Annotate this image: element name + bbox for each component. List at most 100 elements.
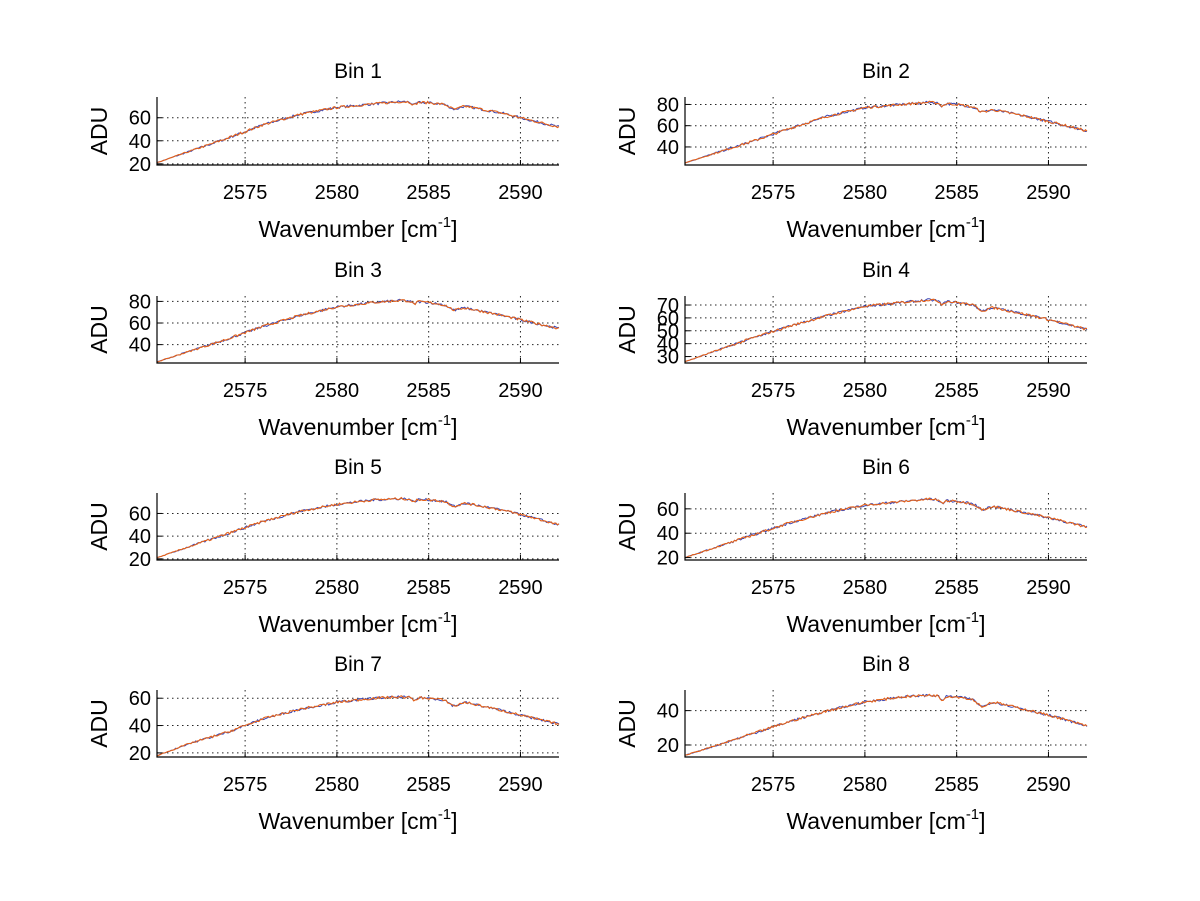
y-tick-label: 40 <box>657 523 679 545</box>
subplot-title: Bin 2 <box>862 60 910 83</box>
y-tick-label: 60 <box>129 688 151 710</box>
series-line-orange <box>156 299 560 363</box>
x-tick-label: 2590 <box>498 774 543 796</box>
y-tick-label: 80 <box>657 94 679 116</box>
x-axis-label: Wavenumber [cm-1] <box>258 806 457 834</box>
y-tick-label: 40 <box>657 334 679 356</box>
y-tick-label: 20 <box>657 548 679 570</box>
axes-frame <box>156 493 559 561</box>
series-line-blue <box>684 497 1088 559</box>
x-tick-label: 2575 <box>223 577 268 599</box>
y-tick-label: 40 <box>657 701 679 723</box>
series-line-orange <box>684 693 1088 756</box>
x-axis-label: Wavenumber [cm-1] <box>258 609 457 637</box>
y-tick-label: 20 <box>657 735 679 757</box>
axes-frame <box>156 97 559 166</box>
y-tick-label: 40 <box>129 335 151 357</box>
x-tick-label: 2580 <box>315 774 360 796</box>
y-tick-label: 70 <box>657 295 679 317</box>
x-tick-label: 2575 <box>751 380 796 402</box>
series-line-orange <box>156 496 560 559</box>
x-tick-label: 2575 <box>751 577 796 599</box>
x-tick-label: 2575 <box>223 182 268 204</box>
y-axis-label: ADU <box>86 305 112 354</box>
y-tick-label: 60 <box>657 308 679 330</box>
series-line-orange <box>156 695 560 757</box>
subplot-title: Bin 1 <box>334 60 382 83</box>
axes-frame <box>684 296 1087 364</box>
subplot-title: Bin 4 <box>862 259 910 282</box>
y-axis-label: ADU <box>614 699 640 748</box>
series-line-blue <box>684 298 1088 363</box>
x-tick-label: 2580 <box>843 182 888 204</box>
x-axis-label: Wavenumber [cm-1] <box>786 412 985 440</box>
x-tick-label: 2580 <box>315 182 360 204</box>
y-axis-label: ADU <box>614 305 640 354</box>
x-axis-label: Wavenumber [cm-1] <box>258 214 457 242</box>
x-tick-label: 2590 <box>1026 774 1071 796</box>
x-tick-label: 2585 <box>934 577 979 599</box>
x-tick-label: 2585 <box>934 182 979 204</box>
y-tick-label: 30 <box>657 347 679 369</box>
axes-frame <box>684 493 1087 561</box>
subplot-bin-7: 2575 2580 2585 2590 20 40 60 Bin 7 Wavenumber [c… <box>86 653 560 834</box>
y-tick-label: 20 <box>129 154 151 176</box>
y-tick-label: 40 <box>129 131 151 153</box>
y-axis-label: ADU <box>86 502 112 551</box>
axes-frame <box>156 690 559 758</box>
x-tick-label: 2585 <box>406 182 451 204</box>
x-tick-label: 2590 <box>1026 577 1071 599</box>
series-line-blue <box>156 298 560 363</box>
x-tick-label: 2590 <box>498 380 543 402</box>
x-tick-label: 2590 <box>1026 380 1071 402</box>
y-axis-label: ADU <box>86 699 112 748</box>
subplot-bin-8: 2575 2580 2585 2590 20 40 Bin 8 Wavenumber [cm-… <box>614 653 1088 834</box>
x-tick-label: 2585 <box>406 577 451 599</box>
x-tick-label: 2580 <box>315 577 360 599</box>
subplot-title: Bin 3 <box>334 259 382 282</box>
y-tick-label: 60 <box>657 499 679 521</box>
x-tick-label: 2580 <box>843 380 888 402</box>
x-tick-label: 2590 <box>1026 182 1071 204</box>
y-tick-label: 20 <box>129 743 151 765</box>
x-tick-label: 2585 <box>406 380 451 402</box>
x-tick-label: 2580 <box>843 577 888 599</box>
x-tick-label: 2590 <box>498 182 543 204</box>
subplot-title: Bin 8 <box>862 653 910 676</box>
y-tick-label: 60 <box>657 116 679 138</box>
y-axis-label: ADU <box>614 107 640 156</box>
y-tick-label: 40 <box>129 716 151 738</box>
subplot-title: Bin 6 <box>862 456 910 479</box>
y-tick-label: 60 <box>129 313 151 335</box>
series-line-orange <box>156 100 560 164</box>
subplot-title: Bin 7 <box>334 653 382 676</box>
x-tick-label: 2575 <box>223 380 268 402</box>
axes-frame <box>684 690 1087 758</box>
subplot-title: Bin 5 <box>334 456 382 479</box>
x-tick-label: 2590 <box>498 577 543 599</box>
series-line-blue <box>684 100 1088 164</box>
series-line-orange <box>684 298 1088 363</box>
y-tick-label: 20 <box>129 549 151 571</box>
y-tick-label: 60 <box>129 108 151 130</box>
y-tick-label: 40 <box>657 137 679 159</box>
x-tick-label: 2575 <box>751 774 796 796</box>
series-line-orange <box>684 100 1088 164</box>
x-tick-label: 2585 <box>934 380 979 402</box>
x-axis-label: Wavenumber [cm-1] <box>786 609 985 637</box>
x-tick-label: 2575 <box>751 182 796 204</box>
series-line-blue <box>156 100 560 164</box>
y-tick-label: 80 <box>129 291 151 313</box>
series-line-blue <box>156 497 560 559</box>
y-axis-label: ADU <box>614 502 640 551</box>
x-axis-label: Wavenumber [cm-1] <box>258 412 457 440</box>
series-line-orange <box>684 497 1088 559</box>
x-axis-label: Wavenumber [cm-1] <box>786 806 985 834</box>
y-tick-label: 40 <box>129 526 151 548</box>
